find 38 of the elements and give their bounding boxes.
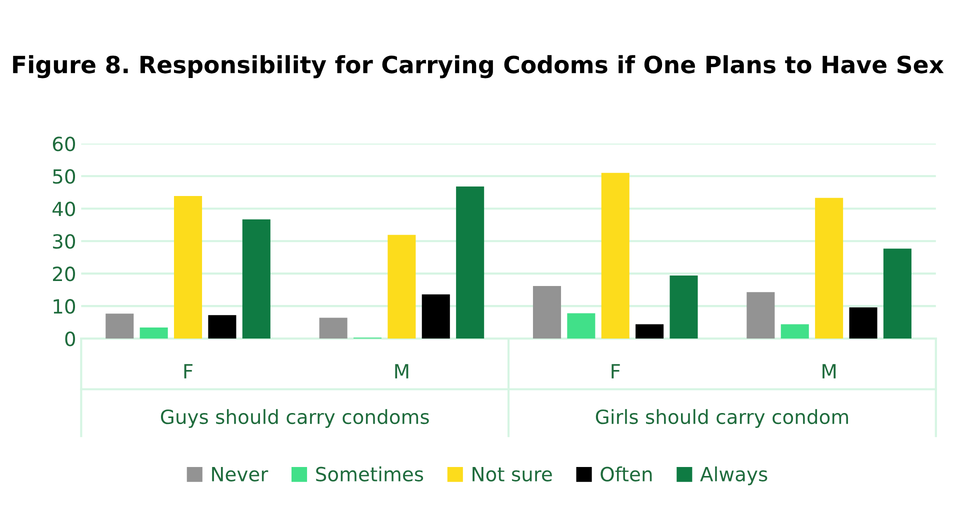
bar xyxy=(242,219,270,339)
y-tick-label: 30 xyxy=(53,234,76,249)
x-tick-label: F xyxy=(612,364,620,378)
bar xyxy=(456,186,484,339)
bar xyxy=(601,172,630,339)
bar xyxy=(140,328,168,339)
bar xyxy=(670,276,698,339)
bar xyxy=(567,313,596,339)
legend-label: Not sure xyxy=(472,467,552,482)
y-tick-label: 60 xyxy=(52,136,76,152)
bar xyxy=(106,314,134,339)
bar xyxy=(780,324,809,339)
bar xyxy=(815,198,844,339)
x-tick-label: M xyxy=(822,364,836,378)
x-tick-label: F xyxy=(184,364,192,378)
bar xyxy=(388,234,416,339)
legend-label: Never xyxy=(212,467,268,482)
text: Girls should carry condom xyxy=(596,409,848,428)
legend-label: Often xyxy=(600,466,652,482)
bar xyxy=(208,315,236,339)
bar xyxy=(883,248,912,339)
bar xyxy=(532,286,562,339)
legend-label: Always xyxy=(700,466,768,486)
legend-label: Sometimes xyxy=(316,466,424,482)
chart-title: Figure 8. Responsibility for Carrying Codoms if One Plans to Have Sex xyxy=(13,55,944,78)
bar xyxy=(174,196,202,339)
text: Guys should carry condoms xyxy=(160,409,429,428)
bar xyxy=(849,307,878,339)
bar xyxy=(636,324,664,339)
y-tick-label: 20 xyxy=(52,266,76,282)
y-tick-label: 40 xyxy=(52,202,76,216)
y-tick-label: 50 xyxy=(53,169,76,184)
x-tick-label: M xyxy=(395,364,408,378)
y-tick-label: 0 xyxy=(65,332,76,346)
bar xyxy=(422,294,450,339)
bar xyxy=(319,318,348,339)
y-tick-label: 10 xyxy=(54,299,76,314)
bar xyxy=(746,292,775,339)
